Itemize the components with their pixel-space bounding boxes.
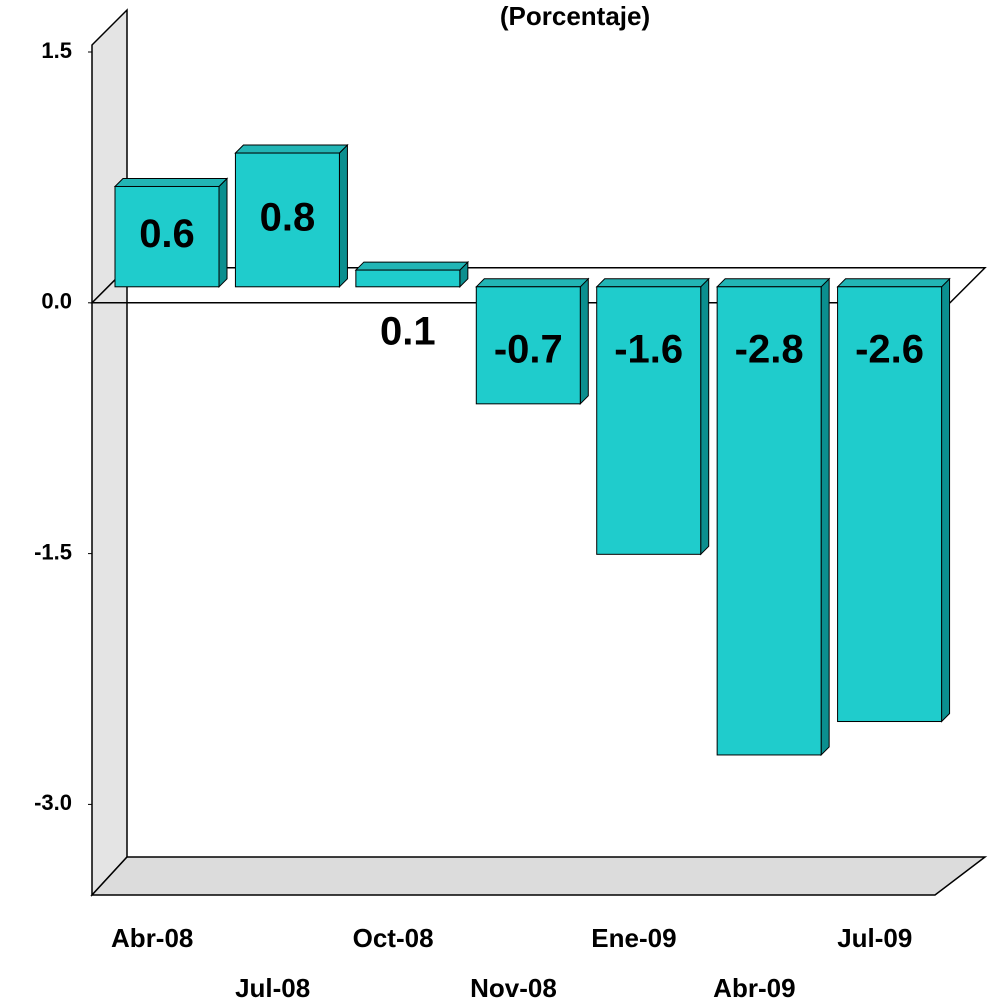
chart: (Porcentaje) 1.5 0.0 -1.5 -3.0 Abr-08 0.6 Jul-… [0,0,994,1008]
value-label: 0.8 [260,195,316,239]
bar-top [838,279,950,287]
y-tick-label: -3.0 [34,790,72,815]
bar-side [339,145,347,287]
bar-side [701,279,709,555]
x-tick-label: Jul-08 [235,973,310,1003]
bar-top [356,262,468,270]
bar-side [942,279,950,722]
value-label: 0.6 [139,212,195,256]
y-tick-label: -1.5 [34,539,72,564]
value-label: -2.8 [735,327,804,371]
value-label: 0.1 [380,309,436,353]
floor [92,857,985,895]
bar-side [821,279,829,755]
y-tick-label: 1.5 [41,38,72,63]
y-tick-label: 0.0 [41,289,72,314]
bar-side [219,178,227,286]
bar-top [235,145,347,153]
value-label: -0.7 [494,327,563,371]
bar [356,270,460,287]
bar-side [580,279,588,404]
left-wall [92,10,127,895]
bar-top [597,279,709,287]
x-tick-label: Jul-09 [837,923,912,953]
bar-top [717,279,829,287]
bar-top [476,279,588,287]
bar-top [115,178,227,186]
x-tick-label: Abr-08 [111,923,193,953]
x-tick-label: Abr-09 [713,973,795,1003]
x-tick-label: Ene-09 [591,923,676,953]
x-tick-label: Oct-08 [353,923,434,953]
value-label: -1.6 [614,327,683,371]
chart-title: (Porcentaje) [500,1,650,31]
value-label: -2.6 [855,327,924,371]
x-tick-label: Nov-08 [470,973,557,1003]
